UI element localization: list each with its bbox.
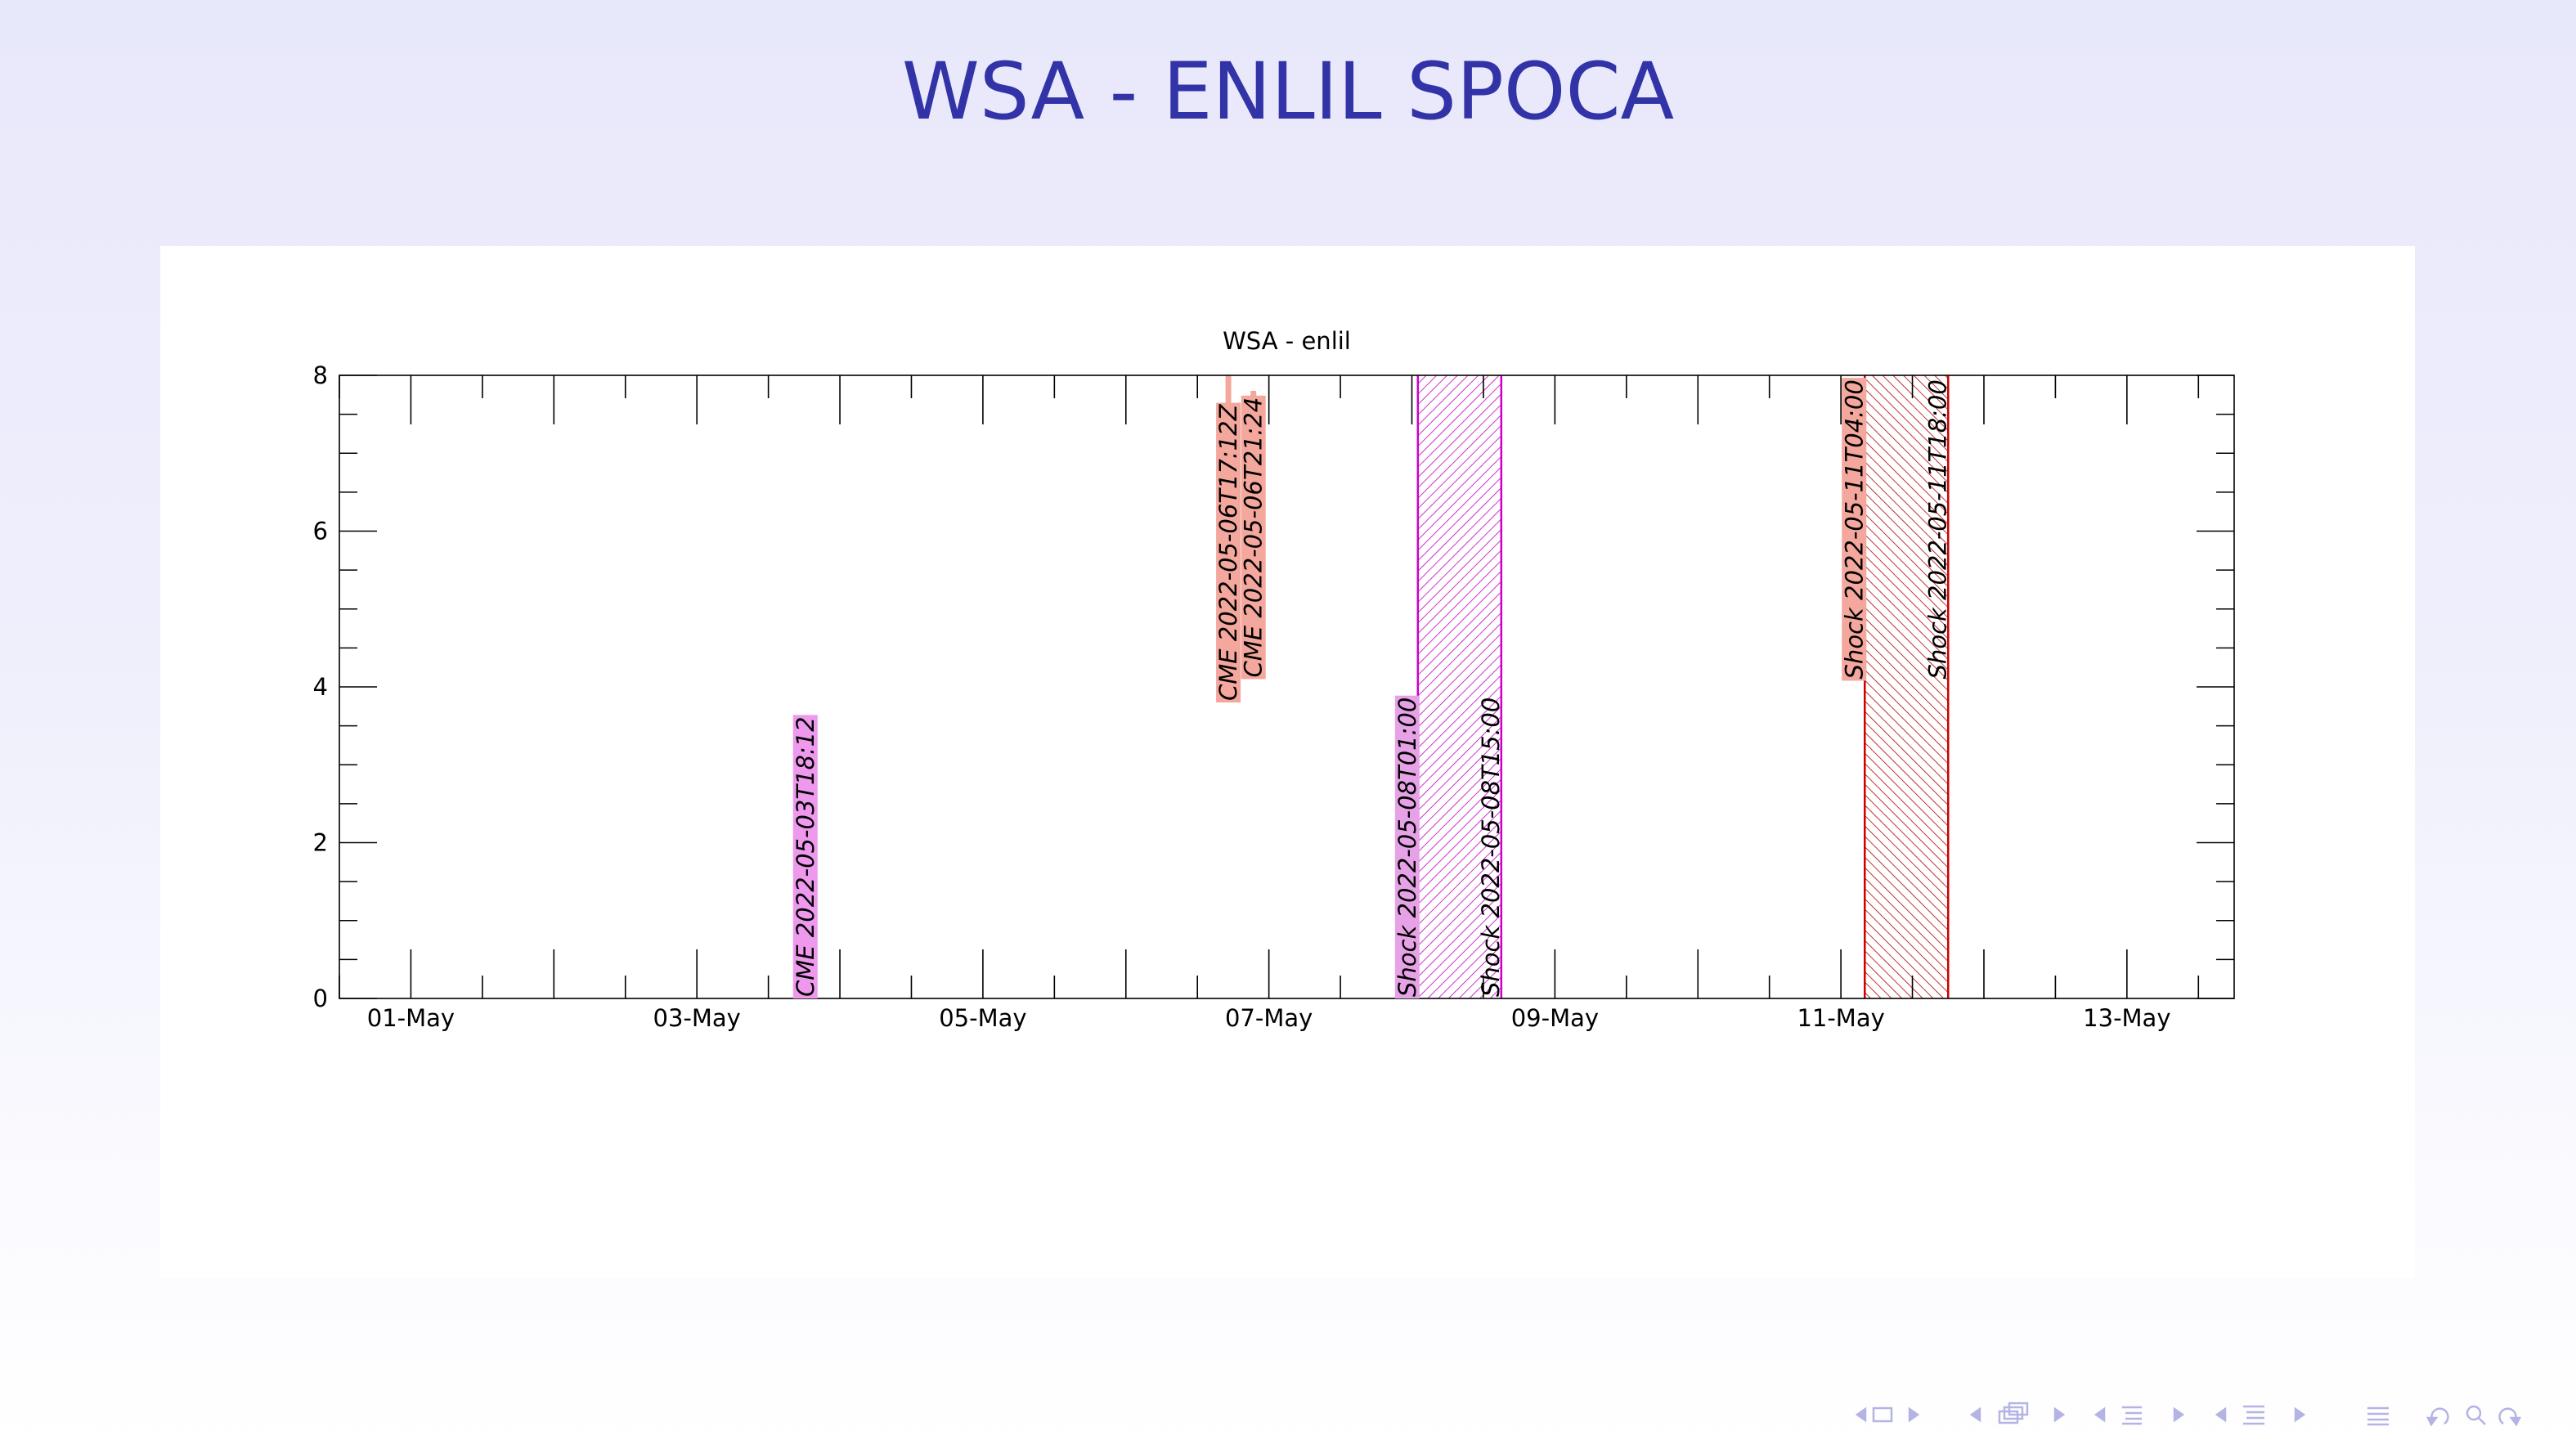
shock-window-1: [1865, 375, 1949, 998]
y-tick-label: 2: [313, 829, 328, 857]
x-tick-label: 09-May: [1511, 1004, 1599, 1032]
slide-title: WSA - ENLIL SPOCA: [901, 46, 1675, 137]
timeline-chart: WSA - enlil CME 2022-05-03T18:12 CME 2022-…: [313, 327, 2235, 1032]
shock-end-label-1-text: Shock 2022-05-11T18:00: [1923, 379, 1951, 679]
shock-start-label-0-bg: [1394, 695, 1420, 998]
cme-label-1-bg: [1216, 402, 1241, 703]
nav-section-icon[interactable]: [2243, 1405, 2264, 1425]
shock-end-label-1: Shock 2022-05-11T18:00: [1923, 379, 1951, 679]
nav-frame-prev-icon[interactable]: [1969, 1406, 1981, 1423]
nav-subsection-prev-icon[interactable]: [2094, 1406, 2106, 1423]
nav-back-icon[interactable]: [2426, 1407, 2449, 1427]
slide-navigation-bar: [1844, 1398, 2531, 1431]
figure-panel: WSA - enlil CME 2022-05-03T18:12 CME 2022-…: [160, 246, 2415, 1278]
y-tick-label: 4: [313, 673, 328, 701]
nav-search-icon[interactable]: [2466, 1405, 2486, 1425]
cme-label-0-text: CME 2022-05-03T18:12: [792, 716, 819, 997]
nav-slide-next-icon[interactable]: [1908, 1406, 1920, 1423]
cme-label-1: CME 2022-05-06T17:12Z: [1214, 402, 1242, 703]
x-tick-label: 11-May: [1797, 1004, 1884, 1032]
cme-label-2-bg: [1241, 395, 1266, 680]
shock-start-label-1-bg: [1842, 378, 1867, 681]
nav-outline-icon[interactable]: [2367, 1406, 2389, 1426]
x-tick-label: 05-May: [939, 1004, 1026, 1032]
cme-label-1-text: CME 2022-05-06T17:12Z: [1214, 403, 1242, 701]
x-tick-label: 07-May: [1225, 1004, 1313, 1032]
nav-section-prev-icon[interactable]: [2215, 1406, 2227, 1423]
cme-label-2: CME 2022-05-06T21:24: [1240, 395, 1268, 680]
shock-start-label-1: Shock 2022-05-11T04:00: [1840, 378, 1868, 681]
shock-start-label-0-text: Shock 2022-05-08T01:00: [1393, 698, 1421, 997]
nav-frame-next-icon[interactable]: [2053, 1406, 2066, 1423]
nav-forward-icon[interactable]: [2498, 1407, 2522, 1427]
cme-label-0: CME 2022-05-03T18:12: [792, 715, 819, 998]
nav-frame-stack-icon[interactable]: [1998, 1402, 2029, 1424]
nav-subsection-next-icon[interactable]: [2173, 1406, 2185, 1423]
y-tick-label: 6: [313, 518, 328, 545]
shock-start-label-1-text: Shock 2022-05-11T04:00: [1840, 379, 1868, 679]
shock-start-label-0: Shock 2022-05-08T01:00: [1393, 695, 1421, 998]
nav-section-next-icon[interactable]: [2294, 1406, 2306, 1423]
cme-label-0-bg: [792, 715, 818, 998]
nav-slide-frame-icon[interactable]: [1872, 1406, 1893, 1423]
nav-subsection-icon[interactable]: [2122, 1406, 2142, 1425]
y-tick-label: 0: [313, 985, 328, 1012]
chart-title: WSA - enlil: [1223, 327, 1351, 355]
shock-end-label-0-text: Shock 2022-05-08T15:00: [1477, 698, 1505, 997]
cme-label-2-text: CME 2022-05-06T21:24: [1240, 397, 1268, 678]
y-tick-label: 8: [313, 361, 328, 389]
nav-slide-prev-icon[interactable]: [1855, 1406, 1867, 1423]
x-tick-label: 01-May: [367, 1004, 455, 1032]
x-tick-label: 03-May: [653, 1004, 741, 1032]
x-tick-label: 13-May: [2083, 1004, 2170, 1032]
shock-window-0: [1417, 375, 1501, 998]
shock-end-label-0: Shock 2022-05-08T15:00: [1477, 698, 1505, 997]
